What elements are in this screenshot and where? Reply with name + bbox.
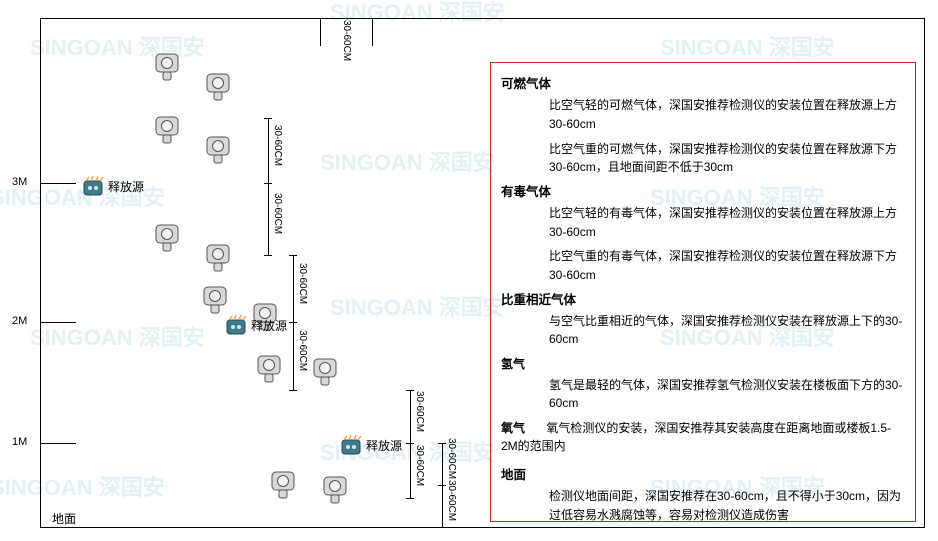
info-body: 氢气是最轻的气体，深国安推荐氢气检测仪安装在楼板面下方的30-60cm (549, 376, 905, 413)
dimension-tick (406, 443, 414, 444)
release-source: 释放源 (82, 175, 144, 197)
gas-detector-icon (312, 357, 338, 387)
release-source-label: 释放源 (251, 319, 287, 333)
y-axis-tick-line (40, 322, 76, 323)
gas-detector-icon (256, 354, 282, 384)
gas-detector-icon (322, 475, 348, 505)
y-axis-tick-line (40, 443, 76, 444)
info-panel: 可燃气体 比空气轻的可燃气体，深国安推荐检测仪的安装位置在释放源上方30-60c… (490, 62, 916, 522)
gas-detector-icon (270, 470, 296, 500)
info-hdr-oxygen: 氧气 (501, 421, 525, 435)
info-hdr-hydrogen: 氢气 (501, 357, 525, 371)
gas-detector-icon (154, 115, 180, 145)
y-axis-label: 2M (12, 315, 27, 327)
dimension-tick (438, 485, 446, 486)
info-hdr-toxic: 有毒气体 (501, 183, 905, 202)
info-body: 比空气重的有毒气体，深国安推荐检测仪的安装位置在释放源下方30-60cm (549, 247, 905, 284)
dimension-tick (289, 322, 297, 323)
dimension-line (268, 118, 269, 255)
dimension-label: 30-60CM (297, 330, 308, 371)
top-dimension-tick (372, 18, 373, 46)
dimension-label: 30-60CM (297, 263, 308, 304)
dimension-tick (264, 255, 272, 256)
y-axis-label: 3M (12, 176, 27, 188)
gas-detector-icon (154, 52, 180, 82)
release-source: 释放源 (340, 434, 402, 456)
dimension-tick (264, 183, 272, 184)
info-body: 与空气比重相近的气体，深国安推荐检测仪安装在释放源上下的30-60cm (549, 312, 905, 349)
release-source: 释放源 (225, 314, 287, 336)
dimension-tick (406, 498, 414, 499)
top-dimension-label: 30-60CM (341, 20, 352, 61)
release-source-label: 释放源 (366, 439, 402, 453)
info-body: 检测仪地面间距，深国安推荐在30-60cm，且不得小于30cm，因为过低容易水溅… (549, 487, 905, 524)
release-source-icon (340, 434, 362, 456)
dimension-label: 30-60CM (272, 125, 283, 166)
top-dimension-tick (320, 18, 321, 46)
info-body: 比空气轻的有毒气体，深国安推荐检测仪的安装位置在释放源上方30-60cm (549, 204, 905, 241)
dimension-tick (438, 527, 446, 528)
y-axis-tick-line (40, 183, 76, 184)
dimension-tick (289, 390, 297, 391)
info-hdr-ground: 地面 (501, 466, 905, 485)
y-axis-label: 1M (12, 436, 27, 448)
gas-detector-icon (205, 72, 231, 102)
info-body: 比空气轻的可燃气体，深国安推荐检测仪的安装位置在释放源上方30-60cm (549, 96, 905, 133)
dimension-tick (406, 390, 414, 391)
top-dimension-bar (320, 18, 372, 19)
dimension-tick (264, 118, 272, 119)
dimension-label: 30-60CM (414, 391, 425, 432)
release-source-icon (225, 314, 247, 336)
ground-label: 地面 (52, 510, 76, 527)
info-body: 氧气检测仪的安装，深国安推荐其安装高度在距离地面或楼板1.5-2M的范围内 (501, 421, 891, 454)
dimension-label: 30-60CM (446, 480, 457, 521)
release-source-icon (82, 175, 104, 197)
dimension-label: 30-60CM (272, 193, 283, 234)
dimension-tick (438, 443, 446, 444)
dimension-label: 30-60CM (446, 438, 457, 479)
dimension-line (410, 390, 411, 498)
gas-detector-icon (205, 135, 231, 165)
dimension-label: 30-60CM (414, 445, 425, 486)
info-hdr-flammable: 可燃气体 (501, 75, 905, 94)
info-body: 比空气重的可燃气体，深国安推荐检测仪的安装位置在释放源下方30-60cm，且地面… (549, 140, 905, 177)
info-hdr-similar: 比重相近气体 (501, 291, 905, 310)
dimension-tick (289, 255, 297, 256)
release-source-label: 释放源 (108, 180, 144, 194)
gas-detector-icon (202, 285, 228, 315)
gas-detector-icon (205, 243, 231, 273)
gas-detector-icon (154, 223, 180, 253)
